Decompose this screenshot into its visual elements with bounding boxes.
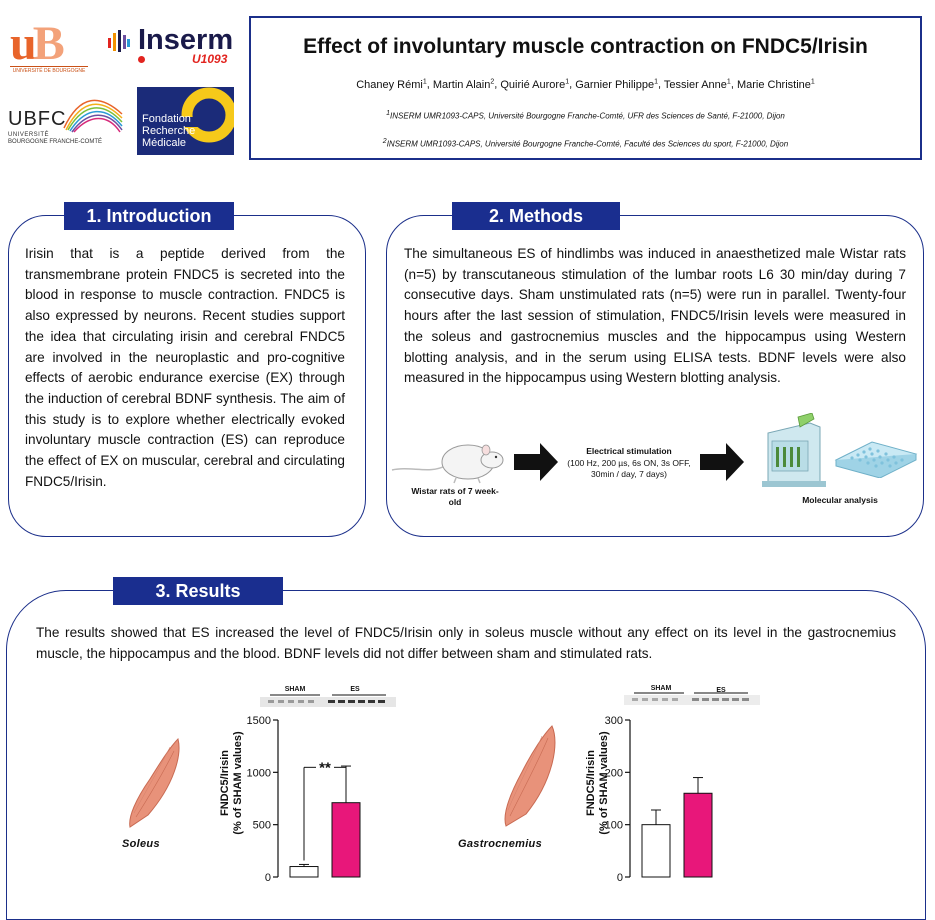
author-affiliation-number: 1: [565, 78, 570, 85]
author: Marie Christine1: [736, 78, 815, 91]
introduction-heading: 1. Introduction: [64, 202, 234, 230]
author-name: Martin Alain: [432, 78, 491, 91]
frm-line3: Médicale: [142, 137, 187, 149]
ub-logo-mark-u: u: [10, 17, 37, 70]
ub-logo-mark-b: B: [32, 17, 65, 70]
bar-es: [331, 802, 361, 878]
soleus-blot-label-sham: SHAM: [284, 686, 306, 693]
stimulation-detail: (100 Hz, 200 µs, 6s ON, 3s OFF, 30min / …: [567, 458, 691, 479]
author-name: Garnier Philippe: [575, 78, 655, 91]
microplate-icon: [834, 441, 918, 478]
western-blot-apparatus-icon: [762, 413, 826, 487]
ub-logo-subtitle: UNIVERSITÉ DE BOURGOGNE: [10, 66, 88, 74]
ubfc-logo: UBFC UNIVERSITÉ BOURGOGNE FRANCHE-COMTÉ: [8, 92, 124, 152]
gastrocnemius-label: Gastrocnemius: [458, 838, 542, 850]
methods-heading: 2. Methods: [452, 202, 620, 230]
author: Tessier Anne1: [663, 78, 731, 91]
methods-text: The simultaneous ES of hindlimbs was ind…: [404, 246, 906, 386]
gastrocnemius-bar-chart: 0 100 200 300: [605, 715, 713, 884]
ubfc-line1: UNIVERSITÉ: [8, 132, 50, 138]
gastrocnemius-blot-label-es: ES: [716, 687, 726, 694]
gastrocnemius-blot-label-sham: SHAM: [650, 685, 672, 692]
y-tick-label: 500: [253, 820, 271, 832]
y-tick-label: 200: [605, 767, 623, 779]
author-affiliation-number: 1: [422, 78, 427, 85]
frm-line2: Recherche: [142, 125, 196, 137]
affiliation-1: 1INSERM UMR1093-CAPS, Université Bourgog…: [251, 110, 920, 121]
soleus-y-axis-line1: FNDC5/Irisin: [219, 750, 231, 817]
fondation-recherche-medicale-logo: Fondation Recherche Médicale: [137, 87, 234, 155]
author: Martin Alain2: [432, 78, 495, 91]
gastrocnemius-muscle-icon: [504, 725, 556, 827]
author-affiliation-number: 2: [490, 78, 495, 85]
stimulation-title: Electrical stimulation: [586, 446, 672, 456]
results-heading: 3. Results: [113, 577, 283, 605]
frm-line1: Fondation: [142, 113, 191, 125]
arrow-right-icon: [700, 443, 744, 481]
title-box: Effect of involuntary muscle contraction…: [249, 16, 922, 160]
ubfc-name: UBFC: [8, 108, 67, 130]
soleus-western-blot: [260, 694, 396, 707]
poster-title: Effect of involuntary muscle contraction…: [303, 35, 868, 58]
author: Quirié Aurore1: [500, 78, 570, 91]
results-text: The results showed that ES increased the…: [36, 625, 896, 661]
soleus-bar-chart: 0 500 1000 1500 **: [247, 715, 361, 884]
rat-caption: Wistar rats of 7 week-old: [411, 486, 499, 507]
author: Garnier Philippe1: [575, 78, 658, 91]
author-affiliation-number: 1: [810, 78, 815, 85]
soleus-muscle-icon: [129, 738, 180, 828]
author-name: Chaney Rémi: [356, 78, 423, 91]
affiliation-2-number: 2: [382, 138, 387, 145]
arrow-right-icon: [514, 443, 558, 481]
affiliation-1-number: 1: [386, 110, 391, 117]
inserm-logo: Inserm U1093: [108, 24, 238, 66]
affiliation-1-text: INSERM UMR1093-CAPS, Université Bourgogn…: [390, 111, 785, 121]
author-name: Quirié Aurore: [500, 78, 566, 91]
frm-circle-icon: [181, 87, 234, 143]
author-affiliation-number: 1: [726, 78, 731, 85]
y-tick-label: 1000: [247, 767, 271, 779]
universite-bourgogne-logo: uB UNIVERSITÉ DE BOURGOGNE: [10, 20, 90, 74]
introduction-text: Irisin that is a peptide derived from th…: [25, 246, 345, 489]
inserm-name: Inserm: [138, 24, 234, 56]
author-affiliation-number: 1: [654, 78, 658, 85]
soleus-blot-label-es: ES: [350, 686, 360, 693]
bar-sham: [641, 824, 671, 878]
gastrocnemius-western-blot: [624, 692, 760, 705]
author-name: Tessier Anne: [663, 78, 727, 91]
bar-es: [683, 792, 713, 878]
author-name: Marie Christine: [736, 78, 811, 91]
rat-icon: [391, 444, 504, 484]
inserm-dot-icon: [138, 56, 145, 63]
ubfc-line2: BOURGOGNE FRANCHE-COMTÉ: [8, 139, 103, 145]
author-list: Chaney Rémi1, Martin Alain2, Quirié Auro…: [356, 78, 815, 91]
affiliation-2: 2INSERM UMR1093-CAPS, Université Bourgog…: [251, 138, 920, 149]
inserm-bars-icon: [108, 30, 130, 52]
y-tick-label: 0: [265, 872, 271, 884]
affiliation-2-text: INSERM UMR1093-CAPS, Université Bourgogn…: [386, 139, 789, 149]
molecular-analysis-caption: Molecular analysis: [802, 495, 878, 505]
y-tick-label: 300: [605, 715, 623, 727]
y-tick-label: 1500: [247, 715, 271, 727]
author: Chaney Rémi1: [356, 78, 427, 91]
methods-panel: [386, 215, 924, 537]
y-tick-label: 100: [605, 820, 623, 832]
y-tick-label: 0: [617, 872, 623, 884]
inserm-unit: U1093: [192, 52, 228, 66]
ubfc-swoosh-icon: [63, 99, 123, 133]
soleus-label: Soleus: [122, 838, 160, 850]
significance-label: **: [319, 759, 331, 776]
bar-sham: [289, 866, 319, 878]
